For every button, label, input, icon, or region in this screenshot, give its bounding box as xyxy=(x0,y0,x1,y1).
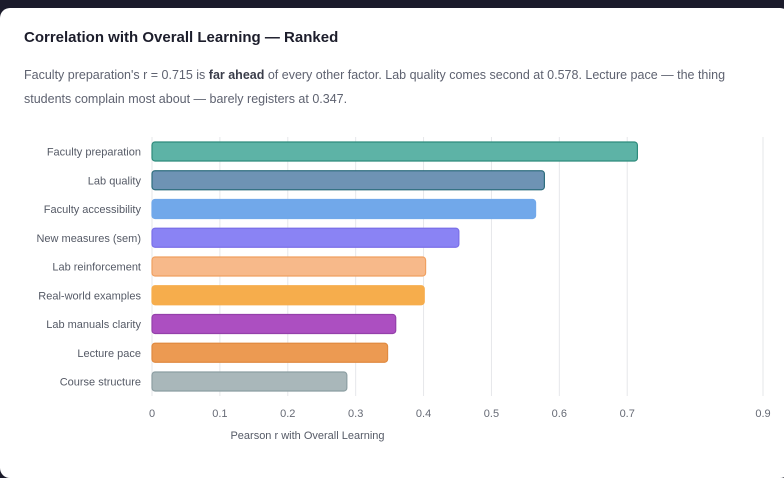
subtitle-text-after: of every other factor. Lab quality comes… xyxy=(24,68,726,106)
category-label: Lab manuals clarity xyxy=(46,319,141,331)
chart-subtitle: Faculty preparation's r = 0.715 is far a… xyxy=(24,63,764,111)
bar xyxy=(151,141,639,162)
x-tick-label: 0 xyxy=(149,408,155,420)
x-tick-label: 0.6 xyxy=(552,408,567,420)
bar xyxy=(151,342,389,363)
subtitle-text-before: Faculty preparation's r = 0.715 is xyxy=(24,68,209,82)
category-label: Faculty accessibility xyxy=(44,204,142,216)
x-tick-label: 0.3 xyxy=(348,408,363,420)
category-label: Lab reinforcement xyxy=(52,262,141,274)
bar xyxy=(151,371,348,392)
x-tick-label: 0.5 xyxy=(484,408,499,420)
category-label: Lecture pace xyxy=(77,348,141,360)
bar xyxy=(151,285,425,306)
category-label: Lab quality xyxy=(88,175,142,187)
x-tick-label: 0.7 xyxy=(620,408,635,420)
bar xyxy=(151,227,460,248)
bar xyxy=(151,198,537,220)
bar xyxy=(151,313,397,335)
x-axis-title: Pearson r with Overall Learning xyxy=(230,430,384,442)
category-label: Real-world examples xyxy=(38,290,141,302)
x-tick-label: 0.2 xyxy=(280,408,295,420)
category-label: Course structure xyxy=(60,377,141,389)
category-label: New measures (sem) xyxy=(36,233,141,245)
bar-chart: 0 0.1 0.2 0.3 0.4 0.5 0.6 0.7 0.9 Faculty prepara… xyxy=(36,137,771,442)
subtitle-bold-text: far ahead xyxy=(208,68,265,82)
chart-title: Correlation with Overall Learning — Rank… xyxy=(24,29,339,46)
category-label: Faculty preparation xyxy=(47,147,141,159)
bar xyxy=(151,170,545,191)
x-tick-label: 0.9 xyxy=(755,408,770,420)
bar xyxy=(151,256,427,277)
x-tick-label: 0.4 xyxy=(416,408,431,420)
x-tick-label: 0.1 xyxy=(212,408,227,420)
